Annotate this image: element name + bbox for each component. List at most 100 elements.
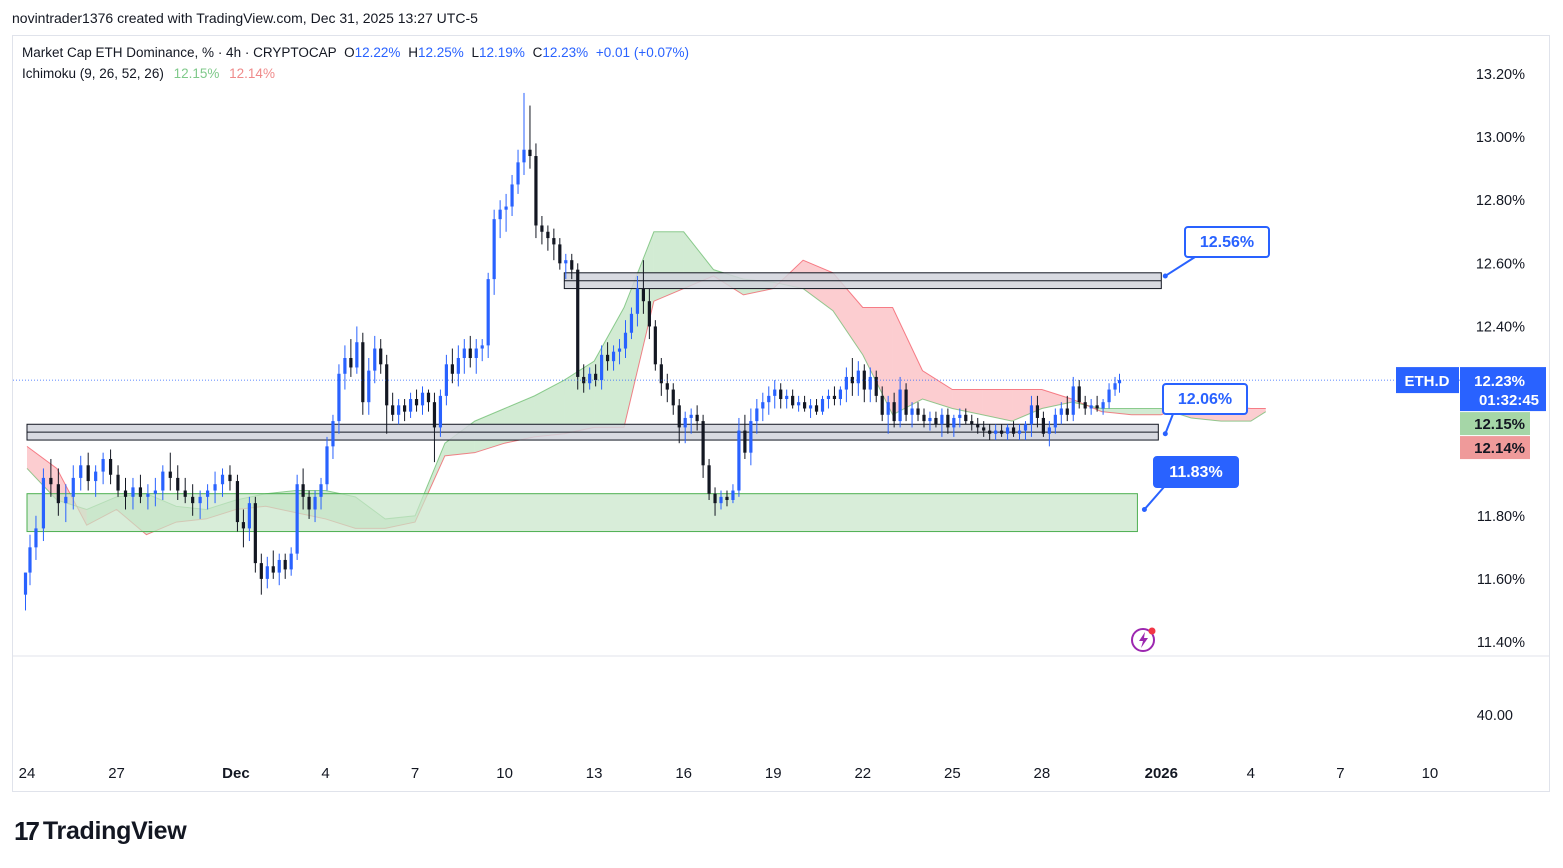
candle-body	[808, 405, 813, 409]
candle-body	[1107, 389, 1111, 403]
candle	[34, 515, 38, 560]
bolt-badge-dot	[1148, 627, 1156, 635]
candle	[1005, 424, 1010, 441]
symbol-legend[interactable]: Market Cap ETH Dominance, % · 4h · CRYPT…	[22, 45, 689, 60]
candle-body	[1095, 405, 1099, 409]
candle-body	[838, 389, 843, 400]
x-axis-tick-label: 24	[19, 765, 36, 782]
ichimoku-tag-bg	[1460, 412, 1530, 436]
candle	[403, 399, 407, 422]
callout-pointer	[1143, 486, 1165, 511]
candle-body	[605, 354, 610, 362]
callout-anchor-dot	[1141, 506, 1147, 512]
price-tag-value: 12.23%	[1474, 373, 1525, 390]
candle	[641, 260, 646, 314]
ichimoku-cloud-segment	[1250, 408, 1266, 422]
candle-body	[856, 370, 860, 384]
alert-bolt-icon[interactable]	[1131, 627, 1156, 652]
candle-body	[1005, 427, 1010, 434]
y-axis-tick-label: 12.80%	[1476, 193, 1525, 209]
candle-body	[397, 405, 401, 415]
candle	[844, 367, 848, 403]
tradingview-brand[interactable]: 17 TradingView	[14, 816, 187, 847]
candle-body	[414, 399, 419, 406]
ichimoku-cloud-segment	[564, 361, 595, 434]
x-axis-tick-label: 10	[1422, 765, 1439, 782]
candle	[367, 358, 371, 415]
candle-body	[1017, 430, 1022, 434]
candle-body	[456, 358, 460, 374]
candle-body	[498, 209, 502, 220]
candle-body	[153, 490, 157, 494]
candle	[397, 399, 401, 425]
candle	[355, 326, 359, 374]
candle-body	[611, 351, 616, 362]
candle-body	[695, 414, 699, 422]
indicator-legend[interactable]: Ichimoku (9, 26, 52, 26) 12.15% 12.14%	[22, 66, 275, 81]
candle	[86, 452, 90, 491]
current-price-badge: ETH.D 12.23% 01:32:45	[1396, 367, 1546, 412]
candle-body	[552, 238, 556, 245]
candle-body	[355, 342, 359, 368]
candle	[546, 225, 550, 251]
candle	[856, 361, 860, 396]
ichimoku-tag-value: 12.14%	[1474, 440, 1525, 457]
candle	[707, 458, 711, 500]
ichimoku-cloud-segment	[952, 389, 983, 415]
candle	[522, 92, 526, 175]
candle	[94, 465, 98, 497]
candle-body	[468, 348, 472, 358]
candle	[934, 411, 938, 428]
candle	[1011, 421, 1016, 437]
candle	[123, 477, 128, 510]
candle	[677, 399, 681, 444]
candle-body	[737, 430, 741, 491]
candle-body	[832, 395, 837, 400]
candle-body	[701, 421, 705, 466]
candle-body	[1035, 405, 1040, 418]
candle-body	[558, 244, 562, 264]
candle	[510, 174, 514, 216]
candle-body	[522, 149, 526, 163]
candle	[241, 509, 246, 548]
candle-body	[641, 288, 646, 302]
candle	[1101, 399, 1105, 415]
candle	[307, 490, 311, 519]
candle-body	[570, 260, 574, 270]
candle-body	[743, 430, 747, 453]
candle-body	[946, 414, 950, 428]
candle-body	[373, 348, 377, 371]
candle	[802, 395, 807, 412]
ichimoku-price-tag: 12.15%	[1460, 412, 1530, 436]
candle	[41, 468, 46, 542]
candle-body	[116, 474, 120, 491]
ichimoku-tag-bg	[1460, 436, 1530, 460]
candle	[1107, 383, 1111, 409]
candle-body	[253, 503, 257, 564]
candle	[71, 465, 75, 510]
candle	[498, 200, 502, 239]
candle	[916, 402, 920, 422]
candle-body	[749, 421, 753, 453]
callout-anchor-dot	[1162, 273, 1168, 279]
candle-body	[510, 184, 514, 207]
candle	[253, 496, 257, 573]
candle	[904, 383, 908, 422]
candle	[647, 288, 651, 340]
candle-body	[647, 301, 651, 327]
candle	[665, 373, 669, 403]
candle-body	[767, 395, 771, 403]
x-axis-tick-label: 22	[854, 765, 871, 782]
x-axis-tick-label: 2026	[1145, 765, 1178, 782]
candle	[874, 370, 878, 403]
candle-body	[168, 471, 172, 478]
low-label: L	[471, 45, 480, 60]
candle	[301, 468, 305, 510]
candle	[773, 380, 777, 409]
candle-body	[108, 458, 113, 475]
candle	[183, 477, 187, 504]
candle-body	[779, 389, 783, 400]
candle-body	[325, 446, 329, 485]
candle-body	[928, 417, 932, 422]
